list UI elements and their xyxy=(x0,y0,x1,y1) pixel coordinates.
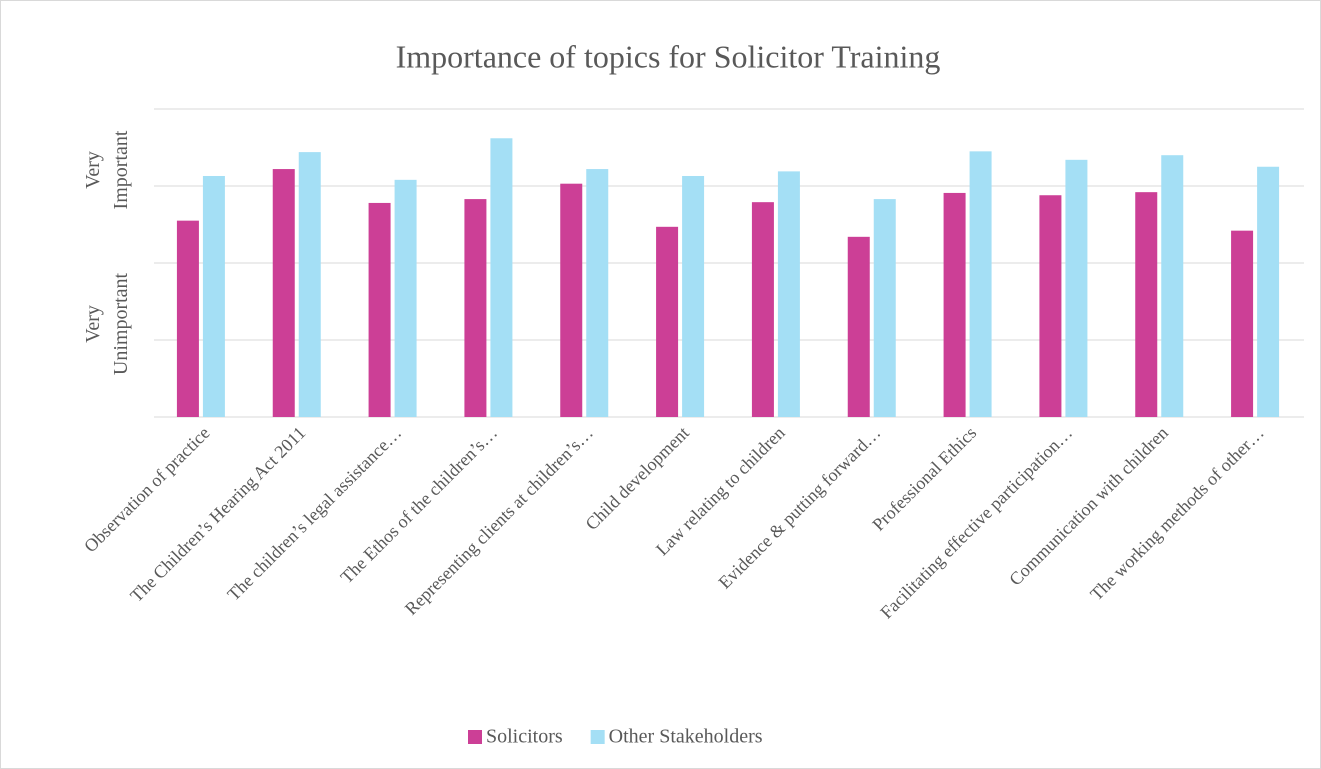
y-axis-label: Very Unimportant xyxy=(82,272,132,375)
bar xyxy=(202,175,225,417)
bar xyxy=(943,192,966,417)
legend-swatch xyxy=(590,730,605,744)
y-axis-label-line: Very xyxy=(82,305,104,343)
bar xyxy=(1039,195,1062,417)
bar xyxy=(873,199,896,417)
chart-title: Importance of topics for Solicitor Train… xyxy=(396,38,941,74)
bar xyxy=(969,151,992,417)
bar xyxy=(1161,155,1184,417)
bar xyxy=(682,175,705,417)
bar xyxy=(751,202,774,417)
bar xyxy=(272,169,295,417)
bar xyxy=(394,179,417,417)
y-axis-label-line: Very xyxy=(82,151,104,189)
bar xyxy=(847,236,870,417)
bar xyxy=(586,169,609,417)
bar xyxy=(656,226,679,417)
y-axis-label: Very Important xyxy=(82,130,132,209)
y-axis-label-line: Unimportant xyxy=(110,272,132,375)
bar xyxy=(1065,159,1088,417)
y-axis-label-line: Important xyxy=(110,130,132,209)
bar xyxy=(464,199,487,417)
legend-label: Solicitors xyxy=(486,726,563,748)
bar xyxy=(560,183,583,417)
bar xyxy=(777,171,800,417)
bar xyxy=(368,202,391,417)
legend-swatch xyxy=(468,730,482,744)
bar xyxy=(1257,166,1280,417)
bar xyxy=(1135,192,1158,417)
bar xyxy=(490,138,513,417)
bar xyxy=(176,220,199,417)
bar xyxy=(1231,230,1254,417)
legend-label: Other Stakeholders xyxy=(609,726,763,748)
bar xyxy=(298,152,321,417)
